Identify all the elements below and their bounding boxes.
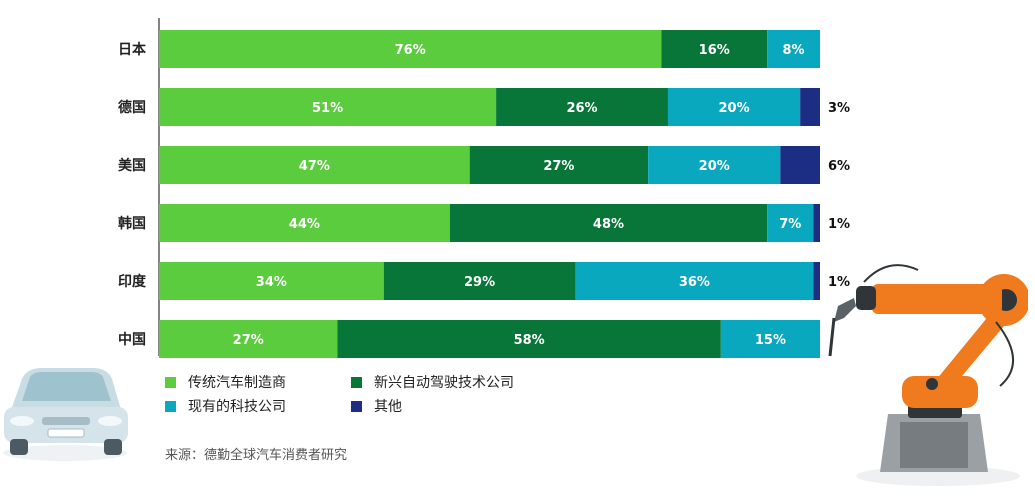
category-label: 印度 [118,273,147,290]
value-label: 1% [828,275,850,290]
legend: 传统汽车制造商 新兴自动驾驶技术公司 现有的科技公司 其他 [165,372,585,416]
value-label: 16% [699,43,730,58]
value-label: 47% [299,159,330,174]
legend-item-emerging: 新兴自动驾驶技术公司 [351,372,514,392]
bar-segment [159,262,384,300]
bar-segment [575,262,814,300]
legend-item-tech: 现有的科技公司 [165,396,286,416]
legend-item-traditional: 传统汽车制造商 [165,372,286,392]
value-label: 34% [256,275,287,290]
bar-segment [383,262,576,300]
value-label: 3% [828,101,850,116]
bar-segment [720,320,820,358]
bar-segment [667,88,801,126]
category-label: 日本 [118,41,147,58]
value-label: 44% [289,217,320,232]
category-label: 德国 [118,99,146,116]
bar-segment [813,204,820,242]
value-label: 27% [543,159,574,174]
bar-segment [159,204,450,242]
value-label: 7% [779,217,801,232]
value-label: 76% [395,43,426,58]
value-label: 15% [755,333,786,348]
value-label: 6% [828,159,850,174]
legend-swatch-traditional [165,376,176,388]
legend-swatch-other [351,400,362,412]
value-label: 48% [593,217,624,232]
legend-label-other: 其他 [374,399,402,415]
bar-segment [159,30,662,68]
bar-segment [337,320,721,358]
legend-label-tech: 现有的科技公司 [188,399,286,415]
bar-segment [813,262,820,300]
bar-segment [648,146,781,184]
bar-segment [661,30,768,68]
value-label: 1% [828,217,850,232]
legend-label-emerging: 新兴自动驾驶技术公司 [374,375,514,391]
bar-segment [469,146,649,184]
bar-segment [496,88,668,126]
value-label: 20% [719,101,750,116]
category-label: 韩国 [118,215,146,232]
category-label: 美国 [118,157,146,174]
value-label: 20% [699,159,730,174]
value-label: 29% [464,275,495,290]
bar-segment [449,204,768,242]
value-label: 51% [312,101,343,116]
value-label: 58% [514,333,545,348]
value-label: 8% [783,43,805,58]
robot-arm-illustration [828,264,1028,486]
value-label: 26% [566,101,597,116]
bar-segment [159,88,497,126]
bar-segment [780,146,820,184]
value-label: 36% [679,275,710,290]
legend-item-other: 其他 [351,396,402,416]
category-label: 中国 [118,331,146,348]
bar-segment [767,30,820,68]
bar-segment [767,204,814,242]
bar-segment [159,320,338,358]
legend-label-traditional: 传统汽车制造商 [188,375,286,391]
bar-segment [800,88,820,126]
car-illustration [3,368,128,461]
legend-swatch-emerging [351,376,362,388]
source-note: 来源：德勤全球汽车消费者研究 [165,448,348,463]
legend-swatch-tech [165,400,176,412]
bar-segment [159,146,470,184]
value-label: 27% [233,333,264,348]
